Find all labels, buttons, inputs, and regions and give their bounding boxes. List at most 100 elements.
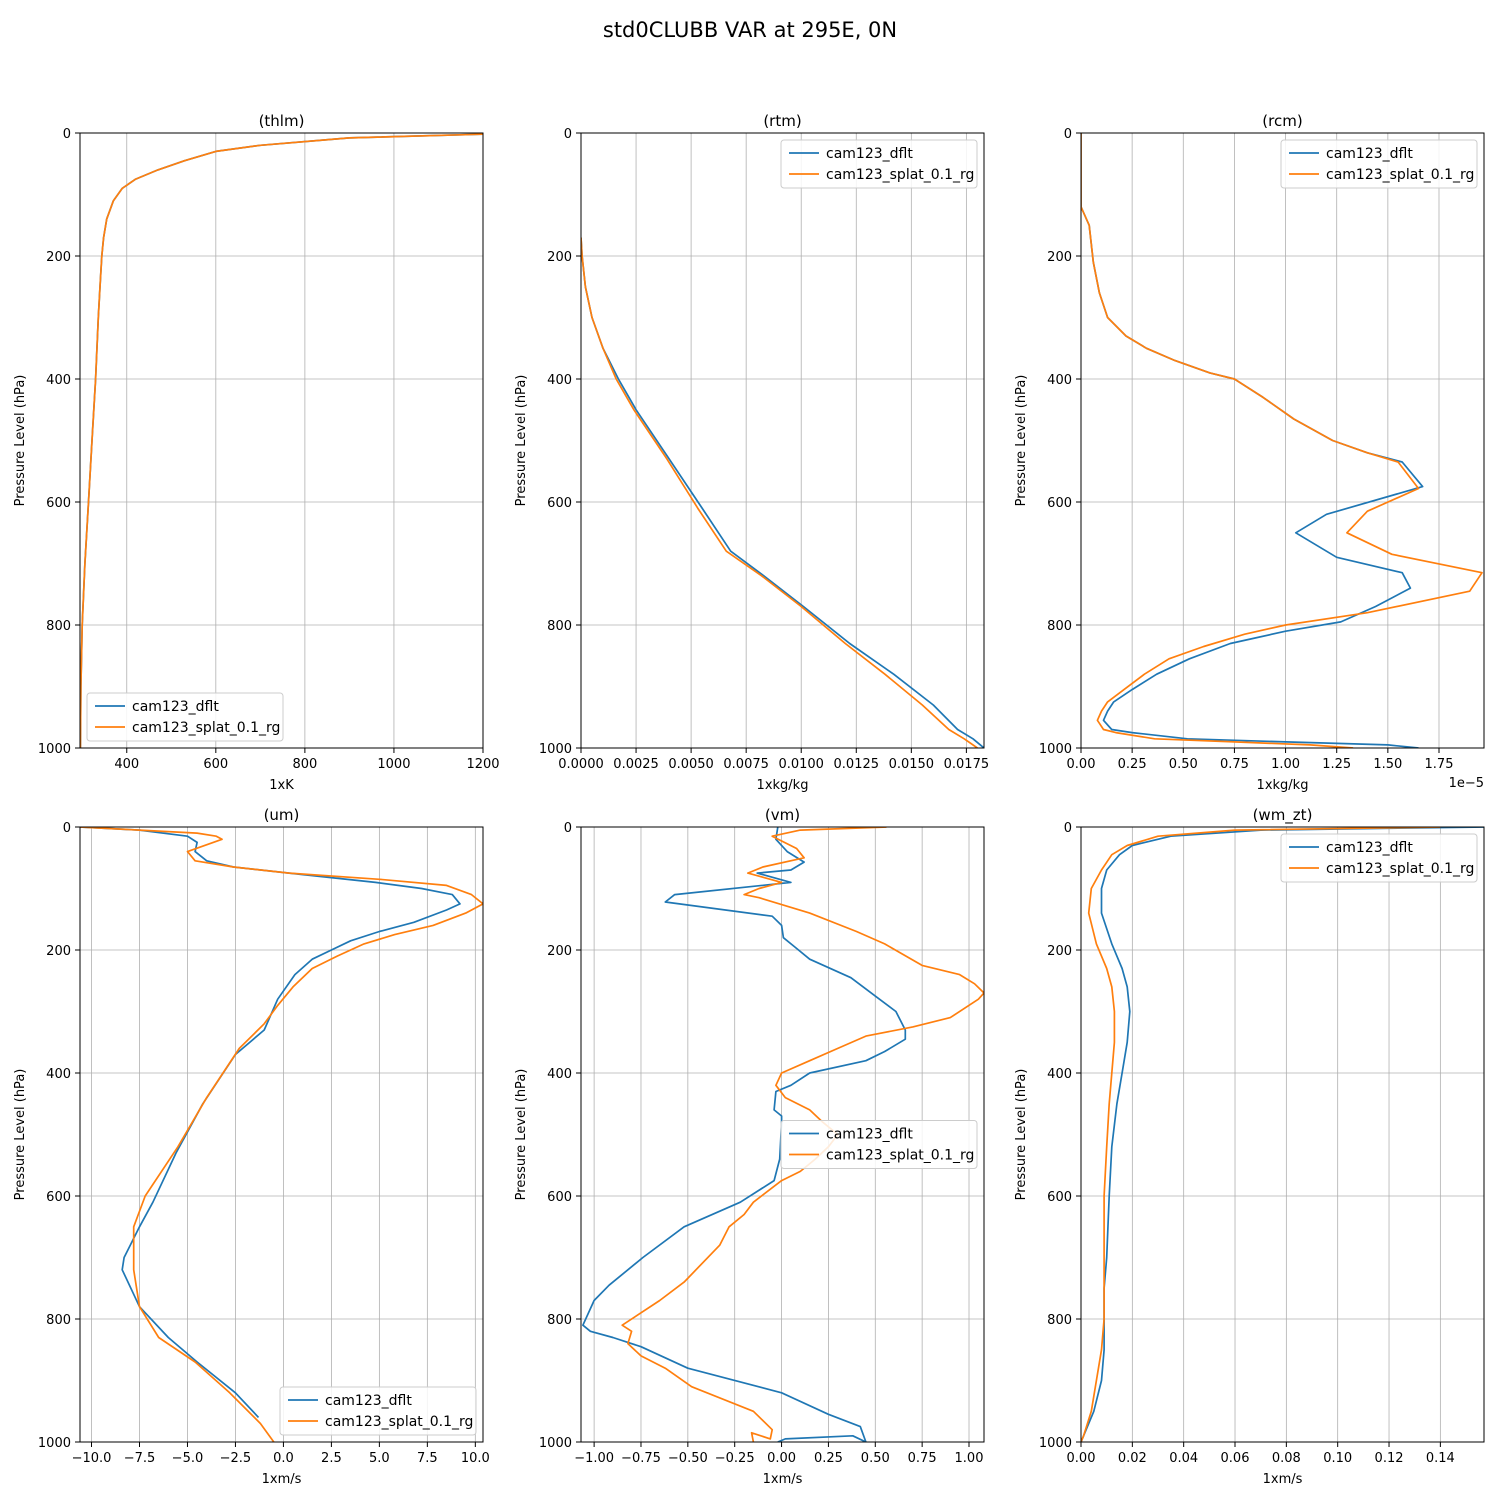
x-tick-label: 1.75: [1425, 757, 1454, 772]
axes-frame: [580, 826, 985, 1443]
x-tick-label: −7.5: [124, 1451, 156, 1466]
figure-title: std0CLUBB VAR at 295E, 0N: [603, 18, 897, 42]
y-axis-label: Pressure Level (hPa): [13, 375, 28, 507]
x-tick-label: 0.14: [1426, 1451, 1455, 1466]
subplot-title: (um): [264, 806, 300, 824]
subplot-title: (rcm): [1262, 112, 1302, 130]
x-tick-label: 0.75: [1220, 757, 1249, 772]
subplot-rtm: 0.0000 0.0025 0.0050 0.0075 0.0100 0.0125 0.01…: [514, 112, 989, 793]
x-tick-label: 400: [114, 757, 139, 772]
x-tick-label: 0.0075: [723, 757, 769, 772]
x-tick-label: 0.25: [1118, 757, 1147, 772]
axes-frame: [1080, 826, 1485, 1443]
legend-label: cam123_splat_0.1_rg: [826, 1148, 974, 1164]
x-tick-label: −1.00: [574, 1451, 614, 1466]
series-line-cam123_dflt: [1081, 827, 1484, 1442]
subplot-wm_zt: 0.00 0.02 0.04 0.06 0.08 0.10 0.12 0.14 0 200 400 6…: [1014, 806, 1485, 1487]
subplot-thlm: 400 600 800 1000 1200 0 200 400 600 800 1000 (thlm)…: [13, 112, 500, 793]
series-line-cam123_splat_0.1_rg: [80, 133, 483, 748]
x-axis-label: 1xkg/kg: [1257, 778, 1309, 793]
x-tick-label: 0.0000: [558, 757, 604, 772]
panels: 400 600 800 1000 1200 0 200 400 600 800 1000 (thlm)…: [13, 112, 1485, 1487]
subplot-title: (wm_zt): [1253, 806, 1313, 825]
y-axis-label: Pressure Level (hPa): [514, 375, 529, 507]
y-tick-label: 400: [46, 1067, 71, 1082]
legend-label: cam123_splat_0.1_rg: [1326, 167, 1474, 183]
y-tick-label: 400: [1047, 373, 1072, 388]
legend: cam123_dflt cam123_splat_0.1_rg: [86, 692, 284, 742]
x-tick-label: 0.0125: [834, 757, 880, 772]
subplot-um: −10.0 −7.5 −5.0 −2.5 0.0 2.5 5.0 7.5 10.0 0 200 400…: [13, 806, 490, 1487]
legend: cam123_dflt cam123_splat_0.1_rg: [780, 1120, 978, 1169]
y-tick-label: 800: [46, 619, 71, 634]
x-tick-label: 0.00: [767, 1451, 796, 1466]
series-line-cam123_dflt: [582, 827, 907, 1442]
x-tick-label: 1.00: [1271, 757, 1300, 772]
y-tick-label: 800: [46, 1313, 71, 1328]
legend-label: cam123_dflt: [826, 1127, 913, 1143]
axes-frame: [79, 132, 484, 749]
x-tick-label: 1.25: [1322, 757, 1351, 772]
y-axis-label: Pressure Level (hPa): [13, 1069, 28, 1201]
x-tick-label: 600: [203, 757, 228, 772]
y-tick-label: 1000: [539, 1436, 572, 1451]
x-tick-label: 0.0150: [889, 757, 935, 772]
y-tick-label: 0: [1064, 821, 1072, 836]
x-tick-label: 1.50: [1373, 757, 1402, 772]
subplot-vm: −1.00 −0.75 −0.50 −0.25 0.00 0.25 0.50 0.75 1.00…: [514, 806, 985, 1487]
x-tick-label: 0.00: [1067, 757, 1096, 772]
x-tick-label: 0.75: [908, 1451, 937, 1466]
x-axis-label: 1xm/s: [262, 1472, 302, 1487]
y-tick-label: 600: [46, 1190, 71, 1205]
legend-box: [1280, 833, 1478, 883]
x-tick-label: 7.5: [417, 1451, 438, 1466]
x-tick-label: −0.75: [621, 1451, 661, 1466]
x-tick-label: 0.06: [1221, 1451, 1250, 1466]
x-tick-label: 0.0050: [668, 757, 714, 772]
legend: cam123_dflt cam123_splat_0.1_rg: [1280, 833, 1478, 883]
subplot-title: (vm): [765, 806, 800, 824]
y-tick-label: 0: [564, 127, 572, 142]
legend-label: cam123_splat_0.1_rg: [325, 1414, 473, 1430]
legend: cam123_dflt cam123_splat_0.1_rg: [1280, 139, 1478, 189]
y-tick-label: 400: [547, 373, 572, 388]
series-line-cam123_dflt: [80, 827, 461, 1418]
series-line-cam123_splat_0.1_rg: [581, 237, 978, 748]
series-line-cam123_splat_0.1_rg: [80, 827, 483, 1442]
y-tick-label: 800: [547, 619, 572, 634]
x-tick-label: 10.0: [461, 1451, 490, 1466]
x-tick-label: 0.12: [1375, 1451, 1404, 1466]
x-tick-label: 800: [292, 757, 317, 772]
y-axis-label: Pressure Level (hPa): [1014, 1069, 1029, 1201]
legend-label: cam123_splat_0.1_rg: [1326, 861, 1474, 877]
legend-box: [780, 1120, 978, 1169]
x-tick-label: 0.02: [1118, 1451, 1147, 1466]
y-tick-label: 200: [1047, 944, 1072, 959]
axes-frame: [580, 132, 985, 749]
legend-box: [780, 139, 978, 189]
y-tick-label: 600: [1047, 496, 1072, 511]
x-axis-label: 1xm/s: [1263, 1472, 1303, 1487]
y-tick-label: 1000: [539, 742, 572, 757]
legend-label: cam123_dflt: [132, 699, 219, 715]
x-tick-label: 2.5: [321, 1451, 342, 1466]
legend-label: cam123_splat_0.1_rg: [826, 167, 974, 183]
series-line-cam123_dflt: [80, 133, 483, 748]
x-tick-label: −0.25: [715, 1451, 755, 1466]
x-axis-label: 1xm/s: [763, 1472, 803, 1487]
legend-label: cam123_dflt: [826, 146, 913, 162]
y-tick-label: 200: [46, 944, 71, 959]
y-tick-label: 1000: [38, 742, 71, 757]
series-line-cam123_dflt: [581, 237, 984, 748]
subplot-title: (thlm): [259, 112, 305, 130]
x-axis-label: 1xK: [269, 778, 294, 793]
y-tick-label: 800: [547, 1313, 572, 1328]
legend: cam123_dflt cam123_splat_0.1_rg: [780, 139, 978, 189]
y-tick-label: 200: [547, 944, 572, 959]
y-tick-label: 400: [547, 1067, 572, 1082]
x-tick-label: 0.0175: [944, 757, 990, 772]
y-tick-label: 800: [1047, 619, 1072, 634]
x-tick-label: 0.04: [1169, 1451, 1198, 1466]
y-tick-label: 200: [1047, 250, 1072, 265]
subplot-rcm: 0.00 0.25 0.50 0.75 1.00 1.25 1.50 1.75 0 200 400 6…: [1014, 112, 1485, 793]
